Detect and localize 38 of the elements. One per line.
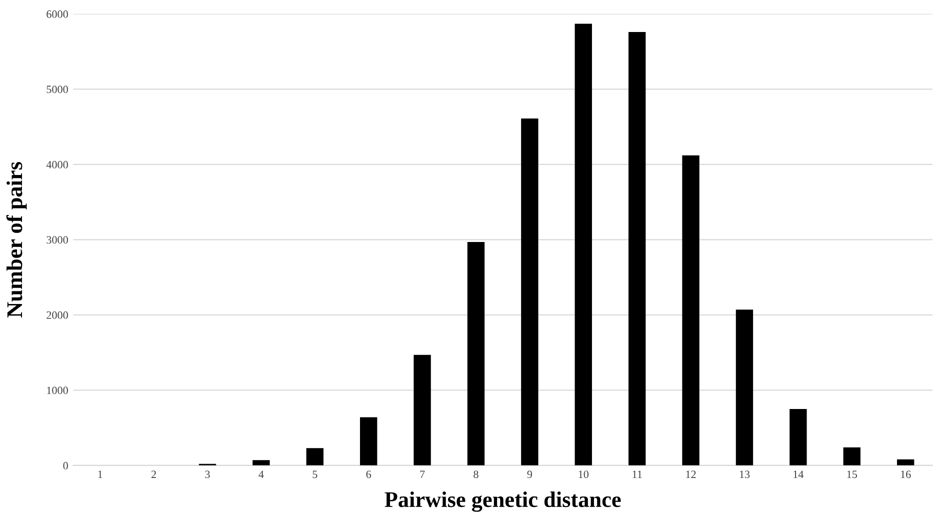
bar — [682, 155, 700, 466]
y-tick-label: 3000 — [46, 236, 68, 244]
y-axis-title: Number of pairs — [6, 162, 27, 318]
bar — [896, 459, 914, 466]
y-tick-label: 5000 — [46, 86, 68, 94]
x-tick-label: 4 — [258, 470, 264, 478]
bar — [574, 24, 592, 466]
x-tick-label: 16 — [901, 470, 911, 478]
bar — [843, 447, 860, 466]
y-tick-label: 0 — [63, 462, 68, 470]
y-tick-label: 6000 — [46, 10, 68, 18]
x-tick-label: 10 — [578, 470, 589, 478]
bar — [790, 408, 807, 466]
x-tick-label: 5 — [312, 470, 318, 478]
bar — [467, 242, 485, 466]
bar — [736, 310, 754, 466]
x-axis-title: Pairwise genetic distance — [384, 491, 621, 512]
bar — [360, 417, 378, 466]
x-tick-label: 12 — [686, 470, 696, 478]
bar — [628, 32, 646, 466]
y-tick-label: 4000 — [46, 160, 68, 168]
x-tick-label: 1 — [98, 470, 102, 478]
bar — [414, 354, 431, 466]
x-tick-label: 7 — [420, 470, 425, 478]
bar — [521, 118, 538, 466]
bar — [306, 448, 324, 466]
x-tick-label: 3 — [205, 470, 210, 478]
y-tick-label: 1000 — [47, 386, 68, 394]
x-tick-label: 15 — [847, 470, 857, 478]
x-tick-label: 13 — [740, 470, 750, 478]
x-tick-label: 14 — [794, 470, 804, 478]
x-tick-label: 9 — [527, 470, 532, 478]
y-tick-label: 2000 — [46, 311, 68, 319]
x-tick-label: 2 — [152, 470, 156, 478]
x-tick-label: 11 — [632, 470, 642, 478]
bar — [252, 460, 270, 466]
x-tick-label: 8 — [474, 470, 478, 478]
x-tick-label: 6 — [366, 470, 372, 478]
